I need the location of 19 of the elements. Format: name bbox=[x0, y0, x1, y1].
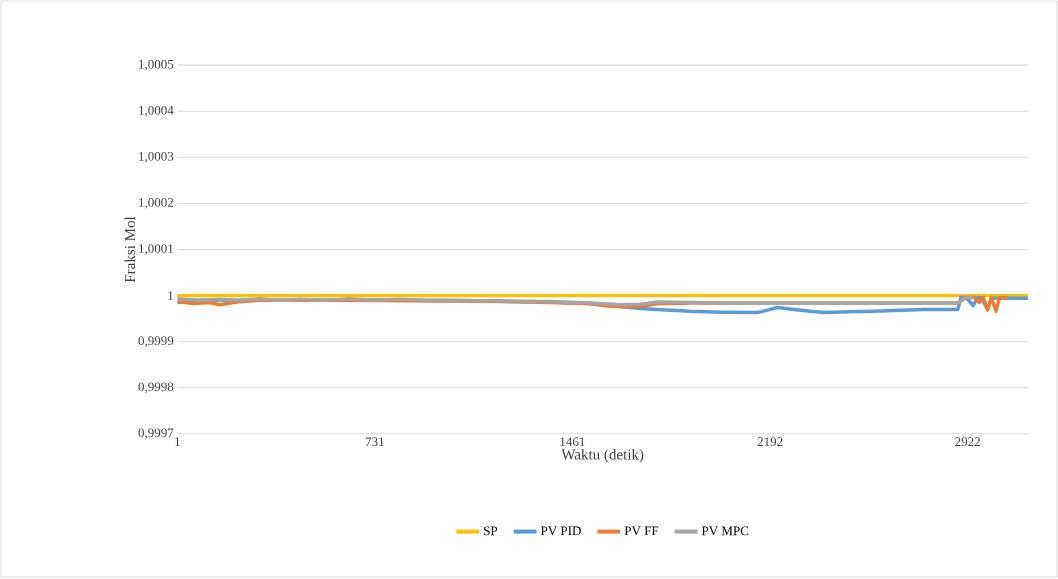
legend-label: PV MPC bbox=[701, 526, 749, 536]
x-tick-label: 1461 bbox=[560, 437, 585, 447]
x-axis-title: Waktu (detik) bbox=[561, 449, 644, 463]
y-tick-label: 0,9999 bbox=[138, 336, 174, 348]
y-tick-label: 1,0002 bbox=[139, 198, 174, 209]
legend-label: SP bbox=[484, 526, 498, 536]
y-tick-label: 0,9998 bbox=[138, 382, 174, 394]
x-tick-label: 2922 bbox=[955, 437, 980, 447]
y-axis-title: Fraksi Mol bbox=[124, 216, 136, 283]
y-tick-label: 1,0005 bbox=[139, 60, 174, 71]
legend-label: PV PID bbox=[540, 526, 581, 536]
x-tick-label: 731 bbox=[365, 437, 384, 447]
y-tick-label: 1,0003 bbox=[139, 152, 174, 163]
y-tick-label: 1,0004 bbox=[139, 106, 174, 117]
y-tick-label: 1,0001 bbox=[139, 244, 174, 256]
y-tick-label: 0,9997 bbox=[138, 428, 174, 440]
y-tick-label: 1 bbox=[168, 291, 174, 301]
x-tick-label: 2192 bbox=[757, 437, 783, 447]
legend-label: PV FF bbox=[624, 526, 659, 536]
